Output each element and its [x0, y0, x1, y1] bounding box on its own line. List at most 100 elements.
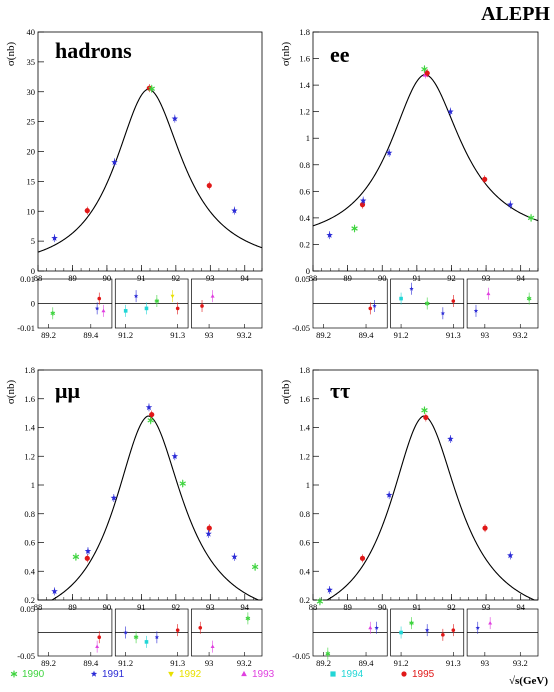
residual-x-tick-label: 89.2	[316, 658, 331, 668]
x-tick-label: 88	[34, 273, 43, 283]
residual-x-tick-label: 89.4	[359, 658, 375, 668]
data-point	[148, 85, 155, 93]
x-tick-label: 91	[413, 602, 422, 612]
residual-x-tick-label: 93.2	[513, 658, 528, 668]
residual-point	[200, 304, 204, 308]
y-tick-label: 10	[27, 206, 36, 216]
data-point	[110, 494, 117, 501]
residual-point	[97, 296, 102, 301]
residual-panel: 93 93.2	[191, 608, 263, 668]
x-tick-label: 91	[413, 273, 422, 283]
data-point	[423, 414, 429, 421]
residual-y-tick-label: -0.01	[17, 323, 35, 333]
residual-point	[154, 298, 160, 304]
y-tick-label: 1.4	[24, 423, 35, 433]
data-point	[421, 65, 428, 73]
residual-panel: 89.2 89.4	[37, 278, 113, 340]
residual-point	[372, 303, 377, 308]
residual-point	[488, 620, 493, 625]
y-tick-label: 0.4	[299, 566, 310, 576]
y-tick-label: 0	[306, 266, 310, 276]
residual-x-tick-label: 93.2	[513, 330, 528, 340]
residual-panel: 93 93.2	[466, 608, 539, 668]
data-point	[171, 452, 178, 459]
residual-point	[425, 627, 430, 632]
plot-frame	[37, 31, 263, 272]
y-tick-label: 0.2	[24, 595, 35, 605]
residual-point	[198, 626, 203, 630]
channel-label: μμ	[55, 378, 80, 403]
residual-x-tick-label: 89.4	[83, 330, 99, 340]
residual-point	[94, 306, 100, 311]
legend-label-1992: 1992	[179, 669, 202, 680]
residual-point	[325, 651, 331, 656]
legend-label-1994: 1994	[341, 669, 364, 680]
residual-y-tick-label: -0.05	[17, 651, 35, 661]
x-tick-label: 92	[172, 602, 181, 612]
y-tick-label: 1	[31, 480, 35, 490]
y-tick-label: 1.8	[299, 27, 310, 37]
residual-y-tick-label: 0.05	[295, 274, 310, 284]
residual-point	[245, 616, 251, 621]
residual-point	[170, 294, 175, 299]
x-tick-label: 92	[447, 273, 456, 283]
x-tick-label: 89	[68, 273, 77, 283]
residual-panel: 89.2 89.4	[312, 278, 388, 340]
residual-point	[133, 293, 139, 298]
data-point	[359, 202, 366, 208]
residual-point	[526, 296, 532, 301]
residual-point	[451, 299, 456, 303]
triangle-up-icon	[241, 670, 247, 677]
x-tick-label: 89	[68, 602, 77, 612]
x-tick-label: 89	[343, 273, 352, 283]
x-tick-label: 92	[172, 273, 181, 283]
x-tick-label: 90	[378, 273, 387, 283]
y-tick-label: 1.8	[299, 365, 310, 375]
residual-panel: 89.2 89.4	[37, 608, 113, 668]
residual-point	[95, 644, 100, 649]
x-tick-label: 88	[309, 602, 318, 612]
data-point	[447, 108, 454, 115]
x-tick-label: 93	[206, 602, 215, 612]
y-tick-label: 1.6	[299, 394, 310, 404]
residual-x-tick-label: 91.3	[446, 330, 461, 340]
residual-panel: 91.2 91.3	[390, 278, 465, 340]
residual-x-tick-label: 91.3	[170, 658, 185, 668]
data-point	[231, 553, 238, 560]
fit-curve	[37, 88, 263, 253]
data-point	[206, 525, 212, 531]
residual-x-tick-label: 91.2	[394, 658, 409, 668]
residual-y-tick-label: 0	[31, 299, 35, 309]
residual-y-tick-label: -0.05	[292, 651, 310, 661]
residual-point	[441, 633, 445, 637]
data-point	[482, 176, 488, 182]
residual-point	[123, 309, 128, 313]
data-point	[84, 547, 92, 554]
x-tick-label: 90	[103, 273, 112, 283]
residual-point	[123, 630, 128, 635]
data-point	[171, 115, 178, 122]
data-point	[359, 555, 366, 561]
y-tick-label: 5	[31, 236, 35, 246]
residual-x-tick-label: 89.2	[41, 330, 56, 340]
residual-panel: 89.2 89.4	[312, 608, 388, 668]
data-point	[316, 598, 324, 605]
y-tick-label: 1.2	[299, 107, 310, 117]
residual-panel: 93 93.2	[191, 278, 263, 340]
legend-label-1990: 1990	[22, 669, 45, 680]
residual-x-tick-label: 91.2	[394, 330, 409, 340]
data-point	[360, 197, 367, 204]
y-tick-label: 0.2	[299, 595, 310, 605]
data-point	[84, 555, 90, 561]
y-tick-label: 1.4	[299, 80, 310, 90]
y-tick-label: 0.6	[299, 538, 310, 548]
data-point	[326, 231, 333, 238]
residual-point	[473, 308, 479, 313]
residual-x-tick-label: 91.3	[446, 658, 461, 668]
residual-x-tick-label: 91.3	[170, 330, 185, 340]
residual-point	[101, 308, 106, 313]
residual-point	[210, 644, 215, 649]
residual-point	[409, 286, 414, 291]
residual-y-tick-label: -0.05	[292, 323, 310, 333]
y-tick-label: 0.6	[24, 538, 35, 548]
